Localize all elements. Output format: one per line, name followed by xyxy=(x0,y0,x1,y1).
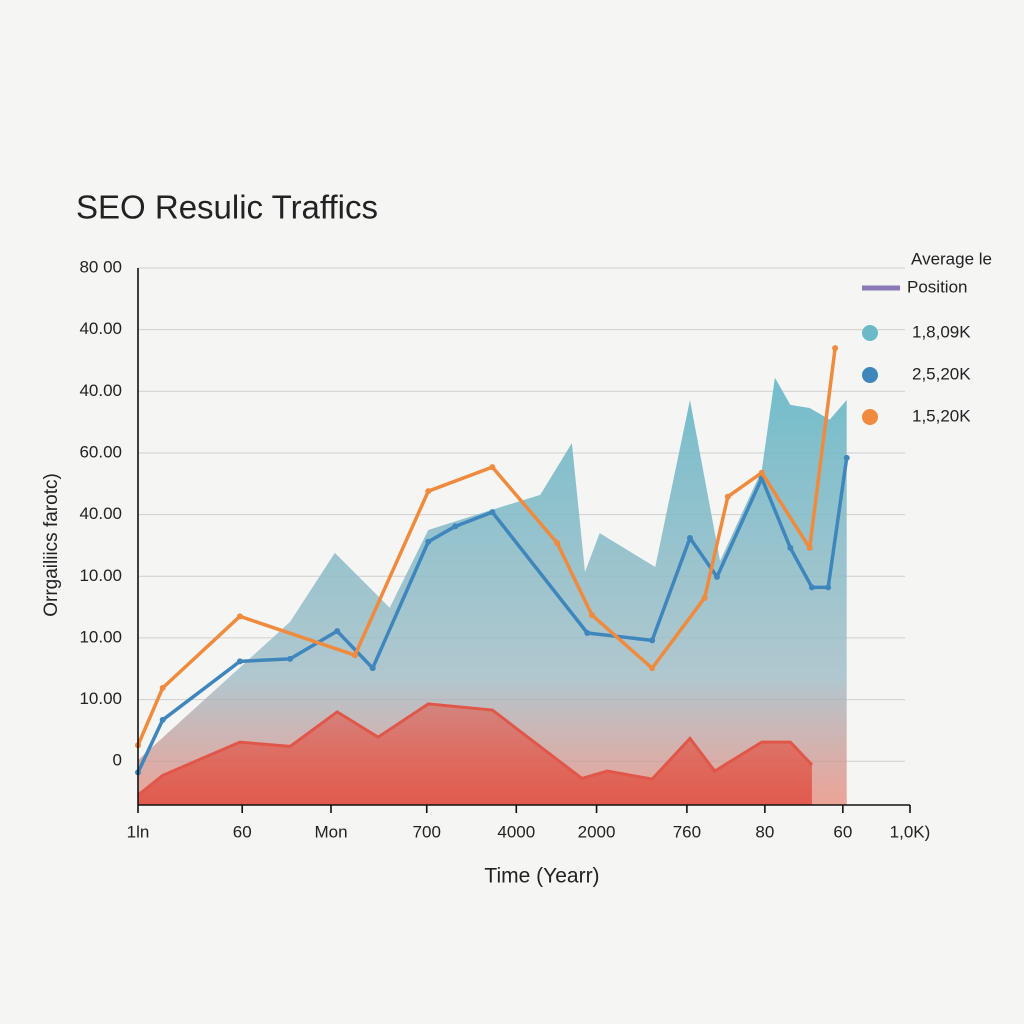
point xyxy=(287,655,294,662)
legend-title: Average le xyxy=(911,249,992,268)
y-tick-label: 40.00 xyxy=(79,381,122,400)
legend-label: 1,5,20K xyxy=(912,406,971,425)
x-tick-label: 4000 xyxy=(497,822,535,841)
x-tick-label: Mon xyxy=(314,822,347,841)
x-axis-label: Time (Yearr) xyxy=(484,865,599,888)
y-tick-label: 0 xyxy=(113,751,122,770)
y-tick-label: 40.00 xyxy=(79,504,122,523)
point xyxy=(236,658,243,665)
point xyxy=(843,454,850,461)
y-tick-label: 10.00 xyxy=(79,566,122,585)
area xyxy=(138,377,847,805)
line xyxy=(136,457,849,774)
y-tick-label: 60.00 xyxy=(79,442,122,461)
point xyxy=(806,544,813,551)
legend-title: Position xyxy=(907,277,967,296)
point xyxy=(554,539,561,546)
y-tick-label: 40.00 xyxy=(79,319,122,338)
point xyxy=(425,538,432,545)
point xyxy=(351,652,358,659)
line xyxy=(136,347,837,746)
legend-label: 1,8,09K xyxy=(912,322,971,341)
point xyxy=(787,544,794,551)
point xyxy=(701,594,708,601)
legend-marker xyxy=(862,367,878,383)
point xyxy=(159,716,166,723)
point xyxy=(489,464,496,471)
area xyxy=(138,703,812,805)
x-tick-label: 1ln xyxy=(127,822,150,841)
point xyxy=(159,684,166,691)
point xyxy=(724,493,731,500)
point xyxy=(832,345,839,352)
x-tick-label: 60 xyxy=(233,822,252,841)
point xyxy=(452,523,459,530)
point xyxy=(649,665,656,672)
x-tick-label: 700 xyxy=(413,822,441,841)
point xyxy=(369,665,376,672)
point xyxy=(334,628,341,635)
x-tick-label: 60 xyxy=(833,822,852,841)
point xyxy=(236,613,243,620)
point xyxy=(649,637,656,644)
point xyxy=(584,629,591,636)
y-axis-label: Orrgailiics farotc) xyxy=(41,473,62,617)
legend-label: 2,5,20K xyxy=(912,364,971,383)
x-tick-label: 760 xyxy=(673,822,701,841)
y-tick-label: 80 00 xyxy=(79,257,122,276)
point xyxy=(825,584,832,591)
line xyxy=(137,702,814,797)
legend-marker xyxy=(862,409,878,425)
point xyxy=(588,612,595,619)
point xyxy=(808,584,815,591)
y-tick-label: 10.00 xyxy=(79,689,122,708)
point xyxy=(714,573,720,580)
legend-marker xyxy=(862,325,878,341)
point xyxy=(425,488,432,495)
point xyxy=(686,535,693,542)
x-tick-label: 2000 xyxy=(578,822,616,841)
point xyxy=(489,509,496,516)
x-tick-label: 1,0K) xyxy=(890,822,931,841)
chart-title: SEO Resulic Traffics xyxy=(76,189,378,226)
point xyxy=(758,469,765,476)
x-tick-label: 80 xyxy=(755,822,774,841)
y-tick-label: 10.00 xyxy=(79,627,122,646)
